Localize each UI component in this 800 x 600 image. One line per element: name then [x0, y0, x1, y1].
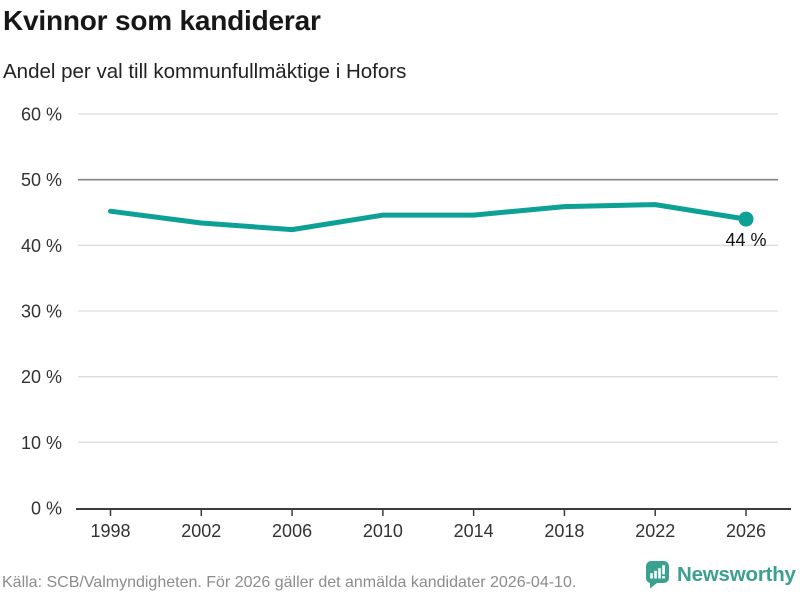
endpoint-value-label: 44 %: [725, 230, 766, 250]
brand-name: Newsworthy: [677, 563, 796, 586]
chart-title: Kvinnor som kandiderar: [3, 5, 321, 36]
data-line: [108, 202, 749, 233]
y-tick-label: 10 %: [21, 433, 62, 453]
x-tick-label: 2022: [635, 521, 675, 541]
y-tick-label: 20 %: [21, 367, 62, 387]
brand-logo: Newsworthy: [646, 561, 796, 589]
chart-subtitle: Andel per val till kommunfullmäktige i H…: [3, 60, 407, 83]
x-tick-label: 2014: [454, 521, 494, 541]
line-chart: 0 % 10 % 20 % 30 % 40 % 50 % 60 % 1998 2002 2006 2…: [21, 105, 791, 541]
y-tick-label: 50 %: [21, 170, 62, 190]
x-tick-label: 2006: [272, 521, 312, 541]
y-tick-label: 60 %: [21, 105, 62, 125]
endpoint-dot: [738, 211, 754, 227]
newsworthy-icon: [646, 561, 669, 589]
y-tick-label: 30 %: [21, 302, 62, 322]
y-tick-label: 0 %: [31, 499, 62, 519]
source-note: Källa: SCB/Valmyndigheten. För 2026 gäll…: [2, 574, 577, 591]
x-tick-label: 2018: [544, 521, 584, 541]
x-tick-label: 2002: [181, 521, 221, 541]
x-tick-label: 1998: [90, 521, 130, 541]
y-tick-label: 40 %: [21, 236, 62, 256]
x-tick-label: 2010: [363, 521, 403, 541]
x-tick-label: 2026: [726, 521, 766, 541]
